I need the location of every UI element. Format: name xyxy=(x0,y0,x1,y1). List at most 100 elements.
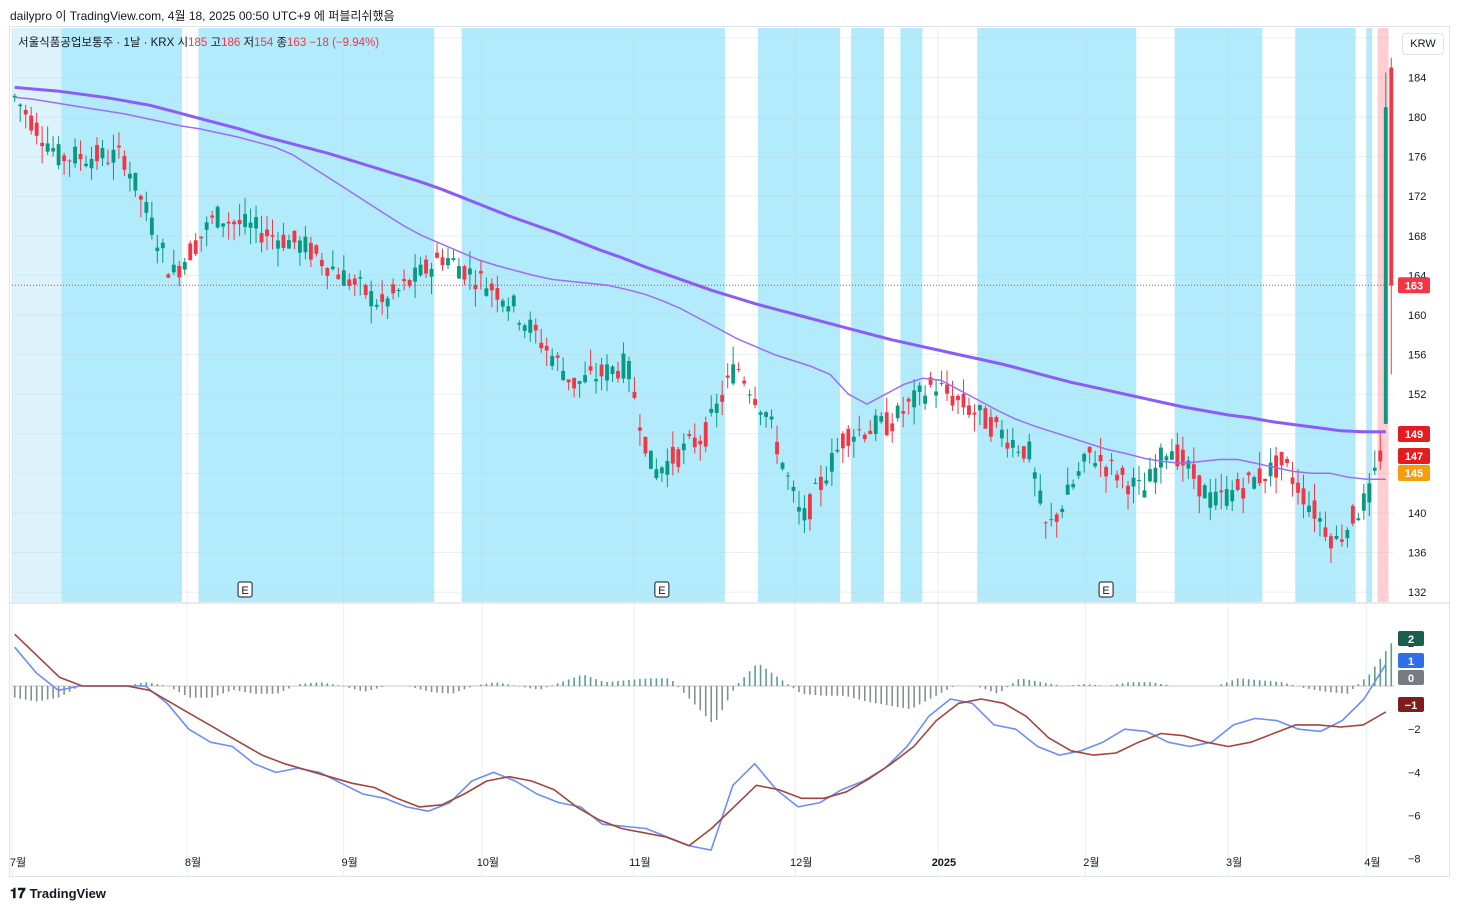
candle-body xyxy=(999,429,1004,439)
candle-body xyxy=(1082,453,1087,462)
candle-body xyxy=(934,391,938,396)
candle-body xyxy=(215,206,220,228)
time-tick-label: 12월 xyxy=(790,856,812,869)
candle-body xyxy=(632,391,637,398)
candle-body xyxy=(1241,488,1246,499)
macd-badge-label: −1 xyxy=(1405,700,1418,712)
candle-body xyxy=(967,405,971,415)
candle-body xyxy=(1197,475,1202,497)
chart-frame xyxy=(9,26,1450,877)
candle-body xyxy=(1191,464,1196,479)
candle-body xyxy=(369,291,374,307)
candle-body xyxy=(1010,439,1015,448)
candle-body xyxy=(51,148,56,152)
high-label: 고 xyxy=(210,37,222,49)
candle-body xyxy=(599,364,604,377)
signal-line xyxy=(14,633,1387,847)
candle-body xyxy=(347,279,352,287)
macd-badge-label: 1 xyxy=(1408,656,1414,668)
price-tick-label: 140 xyxy=(1408,508,1426,520)
candle-body xyxy=(659,467,664,474)
candle-body xyxy=(270,235,275,237)
highlight-zone xyxy=(851,28,884,602)
candle-body xyxy=(106,162,110,164)
candle-body xyxy=(330,266,335,270)
candle-body xyxy=(528,319,533,333)
candle-body xyxy=(780,462,785,469)
macd-badge xyxy=(1398,697,1424,712)
candle-body xyxy=(621,353,626,379)
candle-body xyxy=(418,264,423,276)
candle-body xyxy=(1087,446,1092,453)
currency-button[interactable]: KRW xyxy=(1402,33,1444,55)
candle-body xyxy=(1038,490,1043,504)
tradingview-footer[interactable]: 𝟏𝟕 TradingView xyxy=(10,885,106,902)
candle-body xyxy=(336,274,341,280)
candle-body xyxy=(385,298,390,307)
candle-body xyxy=(605,364,609,381)
candle-body xyxy=(917,385,922,392)
low-value: 154 xyxy=(254,37,274,49)
candle-body xyxy=(1224,489,1229,506)
candle-body xyxy=(945,384,949,394)
candle-body xyxy=(341,270,346,286)
candle-body xyxy=(352,278,357,285)
candle-body xyxy=(1274,455,1279,478)
candle-body xyxy=(1378,450,1383,462)
price-tick-label: 152 xyxy=(1408,389,1426,401)
price-badge xyxy=(1398,465,1430,481)
candle-body xyxy=(583,375,588,383)
candle-body xyxy=(221,223,226,227)
price-tick-label: 180 xyxy=(1408,112,1426,124)
candle-body xyxy=(511,295,516,307)
candle-body xyxy=(254,217,258,229)
candle-body xyxy=(18,104,23,107)
macd-line xyxy=(14,646,1387,851)
close-label: 종 xyxy=(276,37,288,49)
ma-slow-line xyxy=(14,85,1386,434)
candle-body xyxy=(725,375,730,378)
candle-body xyxy=(100,147,105,159)
candle-body xyxy=(484,288,489,296)
candle-body xyxy=(1235,479,1240,490)
candle-body xyxy=(522,325,527,331)
candle-body xyxy=(753,398,758,405)
alert-zone xyxy=(1377,28,1389,602)
candle-body xyxy=(764,412,768,417)
candle-body xyxy=(12,95,17,98)
candle-body xyxy=(89,158,94,169)
price-tick-label: 184 xyxy=(1408,72,1426,84)
candle-body xyxy=(303,236,308,253)
candle-body xyxy=(435,252,439,258)
time-tick-label: 10월 xyxy=(477,856,499,869)
candle-body xyxy=(802,508,807,521)
candle-body xyxy=(1005,442,1010,449)
candle-body xyxy=(742,380,747,384)
candle-body xyxy=(451,258,456,260)
highlight-zone xyxy=(1366,28,1373,602)
candle-body xyxy=(1142,490,1147,498)
candle-body xyxy=(1021,446,1026,459)
highlight-zone xyxy=(900,28,923,602)
candle-body xyxy=(1230,490,1235,502)
earnings-marker-label: E xyxy=(658,585,665,597)
symbol-name: 서울식품공업보통주 · 1날 · KRX xyxy=(18,37,175,49)
candle-body xyxy=(407,280,412,286)
candle-body xyxy=(34,122,39,136)
candle-body xyxy=(319,260,324,267)
candle-body xyxy=(775,441,779,455)
candle-body xyxy=(1043,522,1048,524)
candle-body xyxy=(1098,455,1103,462)
candle-body xyxy=(648,450,653,469)
candle-body xyxy=(308,242,313,260)
candle-body xyxy=(1164,456,1169,461)
candle-body xyxy=(1312,500,1317,519)
candle-body xyxy=(687,434,692,437)
candle-body xyxy=(495,288,500,300)
candle-body xyxy=(1285,458,1289,464)
candle-body xyxy=(703,422,708,447)
candle-body xyxy=(1246,472,1251,476)
candle-body xyxy=(424,259,428,274)
macd-badge xyxy=(1398,631,1424,646)
